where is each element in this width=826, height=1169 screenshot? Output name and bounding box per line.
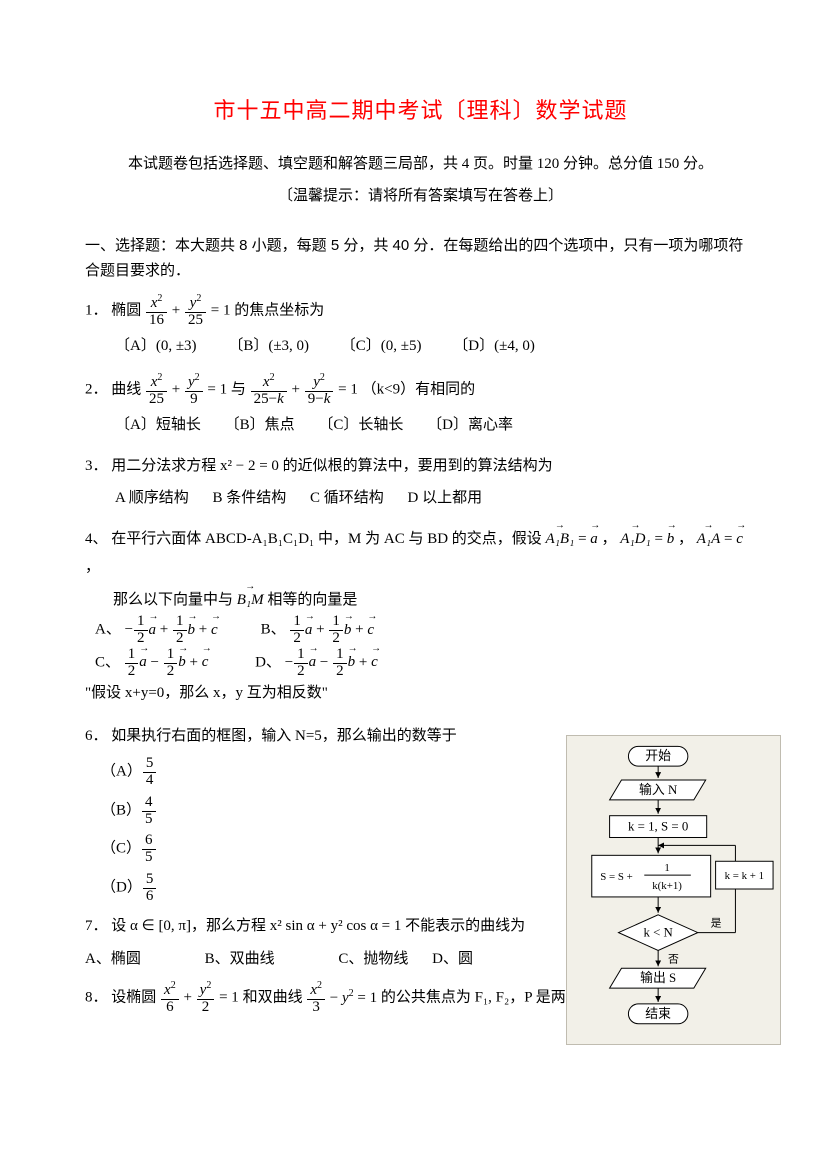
svg-text:输出 S: 输出 S: [640, 970, 676, 985]
q8-frac-1: x26: [161, 981, 179, 1016]
q3-opt-c: C 循环结构: [310, 484, 384, 513]
eq: = 1: [338, 381, 361, 397]
svg-text:k < N: k < N: [643, 926, 672, 940]
q6-text: 如果执行右面的框图，输入 N=5，那么输出的数等于: [111, 728, 457, 744]
eq: = 1: [207, 381, 227, 397]
intro-line-2: 〔温馨提示：请将所有答案填写在答卷上〕: [85, 182, 756, 211]
plus: +: [183, 990, 195, 1006]
q4-number: 4、: [85, 531, 108, 547]
intro-line-1: 本试题卷包括选择题、填空题和解答题三局部，共 4 页。时量 120 分钟。总分值…: [85, 150, 756, 179]
q2-number: 2．: [85, 381, 108, 397]
q7-opt-c: C、抛物线: [338, 945, 408, 974]
q2-frac-4: y29−k: [305, 373, 334, 408]
q2-text-pre: 曲线: [111, 381, 145, 397]
q3-number: 3．: [85, 458, 108, 474]
svg-text:是: 是: [711, 917, 722, 930]
minus: − y2 = 1: [330, 990, 377, 1006]
q2-options: 〔A〕短轴长 〔B〕焦点 〔C〕长轴长 〔D〕离心率: [85, 411, 756, 440]
plus: +: [172, 381, 184, 397]
q2-frac-3: x225−k: [251, 373, 287, 408]
comma: ，: [678, 531, 693, 547]
vec-a1a: A₁A: [697, 525, 721, 554]
q8-frac-3: x23: [307, 981, 325, 1016]
q1-opt-b: 〔B〕(±3, 0): [228, 332, 309, 361]
vec-c: c: [736, 525, 743, 554]
question-3: 3． 用二分法求方程 x² − 2 = 0 的近似根的算法中，要用到的算法结构为: [85, 452, 756, 481]
question-1: 1． 椭圆 x216 + y225 = 1 的焦点坐标为: [85, 294, 756, 329]
svg-text:开始: 开始: [645, 749, 671, 763]
q4-opt-c: C、 12a − 12b + c: [95, 647, 208, 680]
q4-extra: "假设 x+y=0，那么 x，y 互为相反数": [85, 679, 756, 708]
exam-title: 市十五中高二期中考试〔理科〕数学试题: [85, 90, 756, 132]
plus: +: [292, 381, 304, 397]
q2-opt-d: 〔D〕离心率: [427, 411, 513, 440]
q1-text-pre: 椭圆: [111, 302, 145, 318]
q7-opt-d: D、圆: [432, 945, 473, 974]
q2-opt-a: 〔A〕短轴长: [115, 411, 201, 440]
vec-a1b1: A₁B₁: [546, 525, 575, 554]
eq: = 1: [211, 302, 231, 318]
comma: ，: [602, 531, 617, 547]
svg-text:k = 1, S = 0: k = 1, S = 0: [628, 820, 688, 834]
q1-opt-a: 〔A〕(0, ±3): [115, 332, 197, 361]
svg-text:k = k + 1: k = k + 1: [725, 870, 764, 882]
q1-number: 1．: [85, 302, 108, 318]
q7-opt-b: B、双曲线: [205, 945, 275, 974]
q2-frac-1: x225: [146, 373, 167, 408]
q1-options: 〔A〕(0, ±3) 〔B〕(±3, 0) 〔C〕(0, ±5) 〔D〕(±4,…: [85, 332, 756, 361]
section-heading: 一、选择题：本大题共 8 小题，每题 5 分，共 40 分．在每题给出的四个选项…: [85, 233, 756, 284]
vec-b: b: [667, 525, 675, 554]
q1-opt-d: 〔D〕(±4, 0): [453, 332, 535, 361]
q4-line1a: 在平行六面体 ABCD-A₁B₁C₁D₁ 中，M 为 AC 与 BD 的交点，假…: [111, 531, 545, 547]
svg-text:k(k+1): k(k+1): [652, 880, 682, 892]
q2-text-post: （k<9）有相同的: [362, 381, 475, 397]
q3-opt-d: D 以上都用: [408, 484, 483, 513]
flowchart: 开始 输入 N k = 1, S = 0 S = S + 1 k(k+1) k …: [566, 735, 781, 1045]
q7-opt-a: A、椭圆: [85, 945, 141, 974]
question-4: 4、 在平行六面体 ABCD-A₁B₁C₁D₁ 中，M 为 AC 与 BD 的交…: [85, 525, 756, 582]
q1-frac-2: y225: [185, 294, 206, 329]
eq: = 1: [219, 990, 239, 1006]
q1-frac-1: x216: [146, 294, 167, 329]
q3-opt-a: A 顺序结构: [115, 484, 189, 513]
q1-text-post: 的焦点坐标为: [234, 302, 324, 318]
q8-frac-2: y22: [197, 981, 215, 1016]
q2-opt-c: 〔C〕长轴长: [318, 411, 403, 440]
vec-a1d1: A₁D₁: [620, 525, 650, 554]
q4-line2: 那么以下向量中与 B₁M 相等的向量是: [85, 586, 756, 615]
q4-options: A、 −12a + 12b + c B、 12a + 12b + c C、 12…: [85, 614, 756, 679]
q2-frac-2: y29: [185, 373, 203, 408]
svg-text:否: 否: [668, 953, 679, 965]
svg-text:结束: 结束: [645, 1007, 671, 1021]
svg-text:S = S +: S = S +: [600, 871, 633, 883]
q1-opt-c: 〔C〕(0, ±5): [341, 332, 422, 361]
q8-number: 8．: [85, 990, 108, 1006]
q7-text: 设 α ∈ [0, π]，那么方程 x² sin α + y² cos α = …: [111, 918, 525, 934]
q3-text: 用二分法求方程 x² − 2 = 0 的近似根的算法中，要用到的算法结构为: [111, 458, 552, 474]
question-2: 2． 曲线 x225 + y29 = 1 与 x225−k + y29−k = …: [85, 373, 756, 408]
q2-text-mid: 与: [231, 381, 250, 397]
svg-text:1: 1: [664, 862, 669, 874]
q3-options: A 顺序结构 B 条件结构 C 循环结构 D 以上都用: [85, 484, 756, 513]
q4-opt-a: A、 −12a + 12b + c: [95, 614, 218, 647]
vec-a: a: [590, 525, 598, 554]
q2-opt-b: 〔B〕焦点: [225, 411, 295, 440]
plus: +: [172, 302, 184, 318]
vec-b1m: B₁M: [237, 586, 264, 615]
q4-opt-d: D、 −12a − 12b + c: [255, 647, 378, 680]
q3-opt-b: B 条件结构: [213, 484, 287, 513]
q8-pre: 设椭圆: [111, 990, 160, 1006]
q6-number: 6．: [85, 728, 108, 744]
q4-opt-b: B、 12a + 12b + c: [261, 614, 374, 647]
svg-text:输入 N: 输入 N: [639, 782, 677, 797]
q7-number: 7．: [85, 918, 108, 934]
comma: ，: [85, 559, 100, 575]
q8-mid: 和双曲线: [243, 990, 307, 1006]
